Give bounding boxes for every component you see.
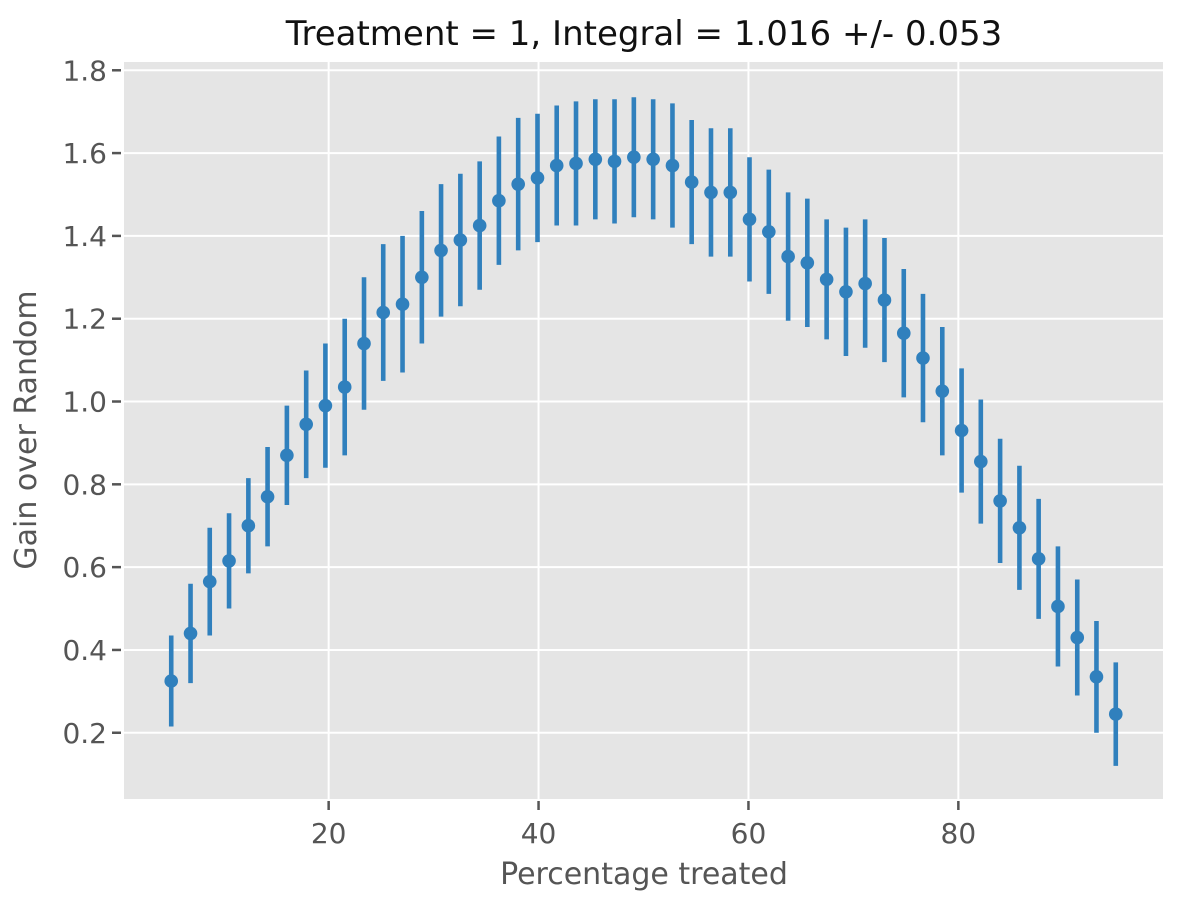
y-tick-label: 1.2 — [62, 303, 107, 336]
data-point — [549, 158, 564, 173]
data-point — [974, 454, 988, 469]
y-tick-label: 0.6 — [62, 551, 107, 584]
y-tick-labels: 0.2 0.4 0.6 0.8 1.0 1.2 1.4 1.6 1.8 — [62, 54, 107, 749]
data-point — [819, 272, 834, 287]
data-point — [954, 423, 969, 438]
x-tick-label: 40 — [521, 817, 557, 850]
y-tick-label: 1.0 — [62, 386, 107, 419]
data-point — [357, 336, 371, 351]
data-point — [492, 193, 506, 208]
data-point — [241, 518, 256, 533]
data-point — [337, 380, 352, 394]
data-point — [453, 233, 468, 247]
plot-area — [124, 62, 1163, 799]
data-point — [1012, 521, 1027, 535]
chart-title: Treatment = 1, Integral = 1.016 +/- 0.05… — [285, 14, 1003, 54]
data-point — [299, 417, 313, 432]
data-point — [1089, 670, 1104, 684]
data-point — [164, 674, 179, 688]
data-points — [164, 150, 1123, 721]
data-point — [607, 154, 622, 169]
data-point — [723, 185, 738, 200]
data-point — [260, 489, 275, 504]
data-point — [877, 293, 892, 307]
x-axis-label: Percentage treated — [500, 857, 788, 892]
data-point — [1031, 552, 1046, 566]
data-point — [395, 297, 410, 312]
y-axis-label: Gain over Random — [9, 290, 44, 569]
data-point — [1108, 707, 1123, 721]
y-tick-label: 1.6 — [62, 137, 107, 170]
data-point — [916, 351, 930, 365]
data-point — [781, 249, 795, 264]
tick-marks — [112, 69, 960, 810]
x-tick-labels: 20 40 60 80 — [311, 817, 976, 850]
data-point — [742, 212, 757, 227]
y-tick-label: 0.2 — [62, 717, 107, 750]
y-tick-label: 0.8 — [62, 468, 107, 501]
data-point — [646, 152, 660, 167]
data-point — [415, 270, 429, 285]
data-point — [896, 326, 911, 340]
data-point — [280, 448, 294, 463]
x-tick-label: 80 — [941, 817, 977, 850]
data-point — [434, 243, 448, 258]
data-point — [800, 256, 815, 270]
y-tick-label: 0.4 — [62, 634, 107, 667]
y-tick-label: 1.4 — [62, 220, 107, 253]
data-point — [627, 150, 641, 165]
data-point — [202, 574, 217, 589]
data-point — [511, 177, 525, 191]
data-point — [762, 224, 776, 239]
data-point — [858, 276, 872, 291]
data-point — [530, 171, 545, 185]
data-point — [1070, 630, 1085, 645]
data-point — [588, 152, 603, 167]
data-point — [318, 398, 333, 413]
data-point — [183, 626, 198, 641]
data-point — [684, 175, 699, 189]
data-point — [472, 218, 487, 233]
x-tick-label: 20 — [311, 817, 347, 850]
data-point — [569, 156, 583, 171]
data-point — [704, 185, 718, 200]
data-point — [222, 554, 236, 568]
data-point — [665, 158, 680, 173]
data-point — [993, 494, 1007, 508]
data-point — [376, 305, 391, 320]
data-point — [1051, 599, 1065, 614]
data-point — [935, 384, 950, 398]
data-point — [839, 284, 853, 299]
x-tick-label: 60 — [731, 817, 767, 850]
y-tick-label: 1.8 — [62, 54, 107, 87]
